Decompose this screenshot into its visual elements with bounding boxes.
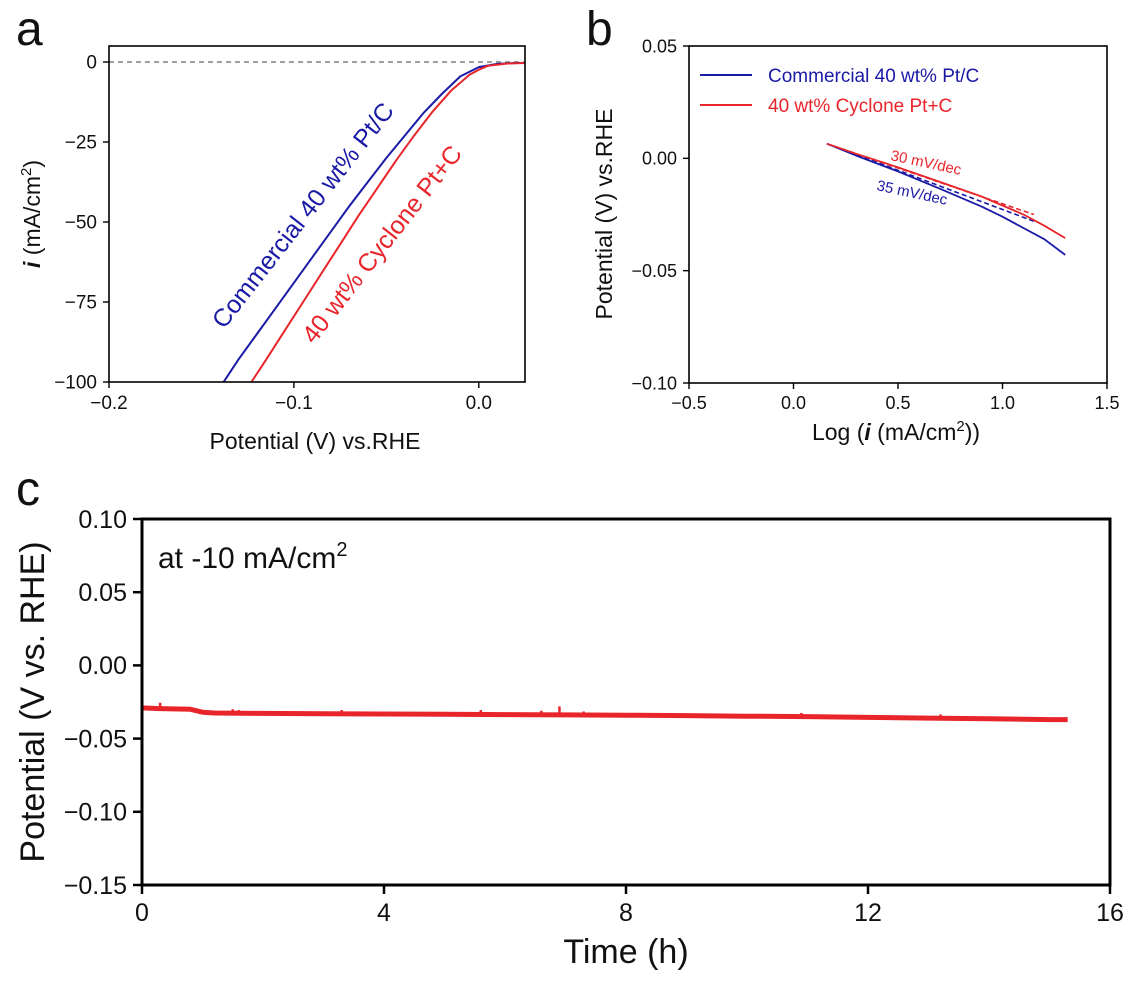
x-axis-label-a: Potential (V) vs.RHE — [210, 428, 421, 454]
panel-label-a: a — [16, 3, 43, 56]
x-tick-label-c: 16 — [1096, 899, 1124, 927]
y-tick-label-a: −50 — [65, 213, 97, 234]
x-tick-label-b: 1.0 — [990, 393, 1015, 413]
y-tick-label-b: −0.10 — [631, 373, 677, 393]
y-axis-unit-a: (mA/cm — [19, 176, 45, 262]
y-axis-label-c: Potential (V vs. RHE) — [14, 541, 52, 862]
panel-label-c: c — [16, 463, 40, 516]
x-axis-unit-b: (mA/cm — [871, 419, 957, 445]
series-line-a-1 — [250, 62, 526, 383]
x-tick-label-b: −0.5 — [671, 393, 707, 413]
y-tick-label-c: 0.10 — [78, 506, 127, 534]
x-tick-label-c: 4 — [377, 899, 391, 927]
plot-frame-a — [108, 45, 526, 383]
panel-a: a −0.2 −0.1 0.0 0 −25 −50 −75 −100 Potential (… — [16, 3, 526, 454]
x-tick-label-b: 1.5 — [1094, 393, 1119, 413]
y-tick-label-a: 0 — [86, 53, 97, 74]
legend-b: Commercial 40 wt% Pt/C 40 wt% Cyclone Pt… — [700, 66, 979, 117]
legend-label-commercial: Commercial 40 wt% Pt/C — [768, 66, 979, 87]
x-ticks-a: −0.2 −0.1 0.0 — [90, 382, 492, 414]
y-tick-label-b: −0.05 — [631, 261, 677, 281]
y-tick-label-c: −0.10 — [64, 799, 127, 827]
series-line-a-0 — [222, 62, 525, 383]
y-tick-label-a: −25 — [65, 133, 97, 154]
y-tick-label-c: 0.00 — [78, 652, 127, 680]
annotation-current-sup-c: 2 — [336, 539, 347, 561]
panel-label-b: b — [586, 3, 613, 56]
x-ticks-b: −0.5 0.0 0.5 1.0 1.5 — [671, 383, 1120, 413]
y-ticks-b: 0.05 0.00 −0.05 −0.10 — [631, 36, 689, 393]
series-line-c-0 — [141, 705, 1068, 723]
x-tick-label-b: 0.5 — [885, 393, 910, 413]
series-line-b-0 — [826, 142, 1066, 256]
y-axis-symbol-a: i — [19, 261, 45, 268]
y-ticks-c: 0.10 0.05 0.00 −0.05 −0.10 −0.15 — [64, 506, 142, 900]
series-line-b-1 — [826, 142, 1066, 239]
y-tick-label-b: 0.05 — [642, 36, 677, 56]
x-axis-unit-sup-b: 2 — [956, 418, 964, 435]
y-axis-label-a: i (mA/cm2) — [18, 160, 45, 268]
series-c — [141, 702, 1068, 723]
x-ticks-c: 0 4 8 12 16 — [135, 885, 1124, 927]
x-axis-unit-close-b: )) — [965, 419, 980, 445]
x-tick-label-c: 0 — [135, 899, 149, 927]
x-tick-label-a: 0.0 — [466, 393, 492, 414]
x-axis-label-b: Log (i (mA/cm2)) — [812, 418, 980, 445]
slope-label-red-b: 30 mV/dec — [889, 147, 963, 179]
panel-b: b −0.5 0.0 0.5 1.0 1.5 0.05 0.00 −0.05 −0.10 Co… — [586, 3, 1120, 445]
legend-label-cyclone: 40 wt% Cyclone Pt+C — [768, 96, 952, 117]
y-tick-label-c: −0.05 — [64, 725, 127, 753]
x-axis-label-c: Time (h) — [563, 933, 688, 971]
y-axis-unit-sup-a: 2 — [18, 168, 35, 176]
y-tick-label-a: −75 — [65, 293, 97, 314]
x-axis-prefix-b: Log ( — [812, 419, 865, 445]
x-tick-label-a: −0.2 — [90, 393, 128, 414]
y-axis-label-b: Potential (V) vs.RHE — [591, 109, 617, 320]
y-axis-unit-close-a: ) — [19, 160, 45, 168]
x-tick-label-c: 8 — [619, 899, 633, 927]
annotation-current-text-c: at -10 mA/cm — [158, 542, 336, 575]
x-tick-label-c: 12 — [854, 899, 882, 927]
series-a — [222, 62, 526, 383]
x-tick-label-a: −0.1 — [275, 393, 313, 414]
y-tick-label-a: −100 — [54, 373, 97, 394]
y-tick-label-c: −0.15 — [64, 872, 127, 900]
y-tick-label-c: 0.05 — [78, 579, 127, 607]
annotation-current-c: at -10 mA/cm2 — [158, 539, 348, 575]
y-ticks-a: 0 −25 −50 −75 −100 — [54, 53, 109, 394]
x-axis-symbol-b: i — [864, 419, 871, 445]
x-tick-label-b: 0.0 — [781, 393, 806, 413]
y-tick-label-b: 0.00 — [642, 149, 677, 169]
panel-c: c 0 4 8 12 16 0.10 0.05 0.00 −0.05 −0.10 −0.15 at… — [14, 463, 1124, 971]
annotation-commercial-a: Commercial 40 wt% Pt/C — [207, 97, 400, 333]
series-b — [826, 142, 1066, 256]
